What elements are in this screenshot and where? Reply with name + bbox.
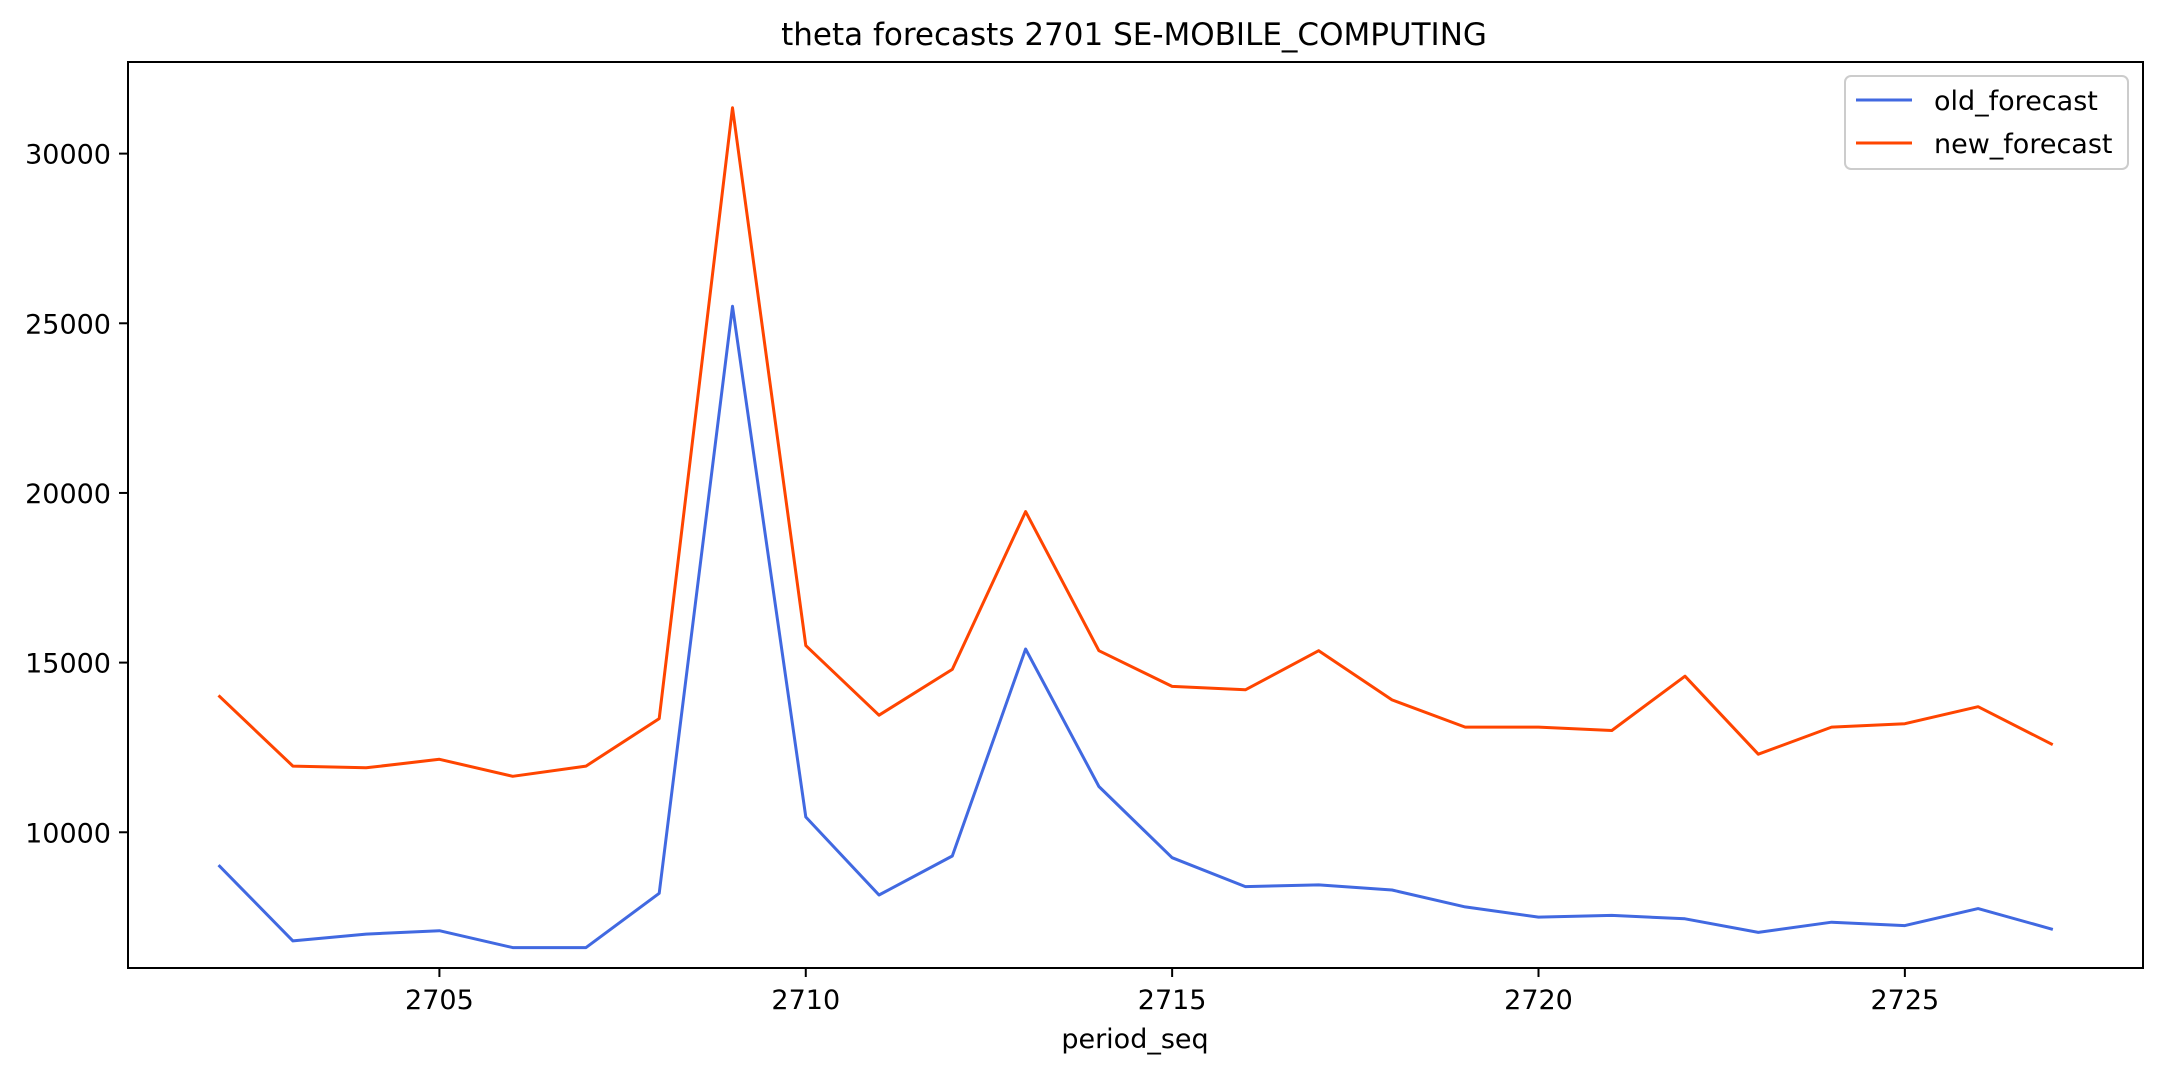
y-tick-label: 15000 — [25, 649, 111, 680]
y-tick-label: 25000 — [25, 309, 111, 340]
y-axis: 10000 15000 20000 25000 30000 — [25, 140, 128, 849]
y-tick-label: 20000 — [25, 479, 111, 510]
x-tick-label: 2725 — [1871, 985, 1940, 1016]
x-tick-label: 2705 — [405, 985, 474, 1016]
legend-label-new_forecast: new_forecast — [1934, 129, 2113, 160]
x-axis-label: period_seq — [1061, 1024, 1208, 1055]
legend-box — [1844, 75, 2129, 170]
x-tick-label: 2710 — [771, 985, 840, 1016]
plot-lines — [217, 106, 2054, 950]
y-tick-label: 10000 — [25, 818, 111, 849]
x-tick-label: 2715 — [1138, 985, 1207, 1016]
plot-frame — [127, 61, 2144, 969]
x-tick-label: 2720 — [1504, 985, 1573, 1016]
y-tick-label: 30000 — [25, 140, 111, 171]
chart-title: theta forecasts 2701 SE-MOBILE_COMPUTING — [781, 17, 1487, 53]
series-line-old_forecast — [217, 304, 2054, 950]
series-line-new_forecast — [217, 106, 2054, 778]
legend: old_forecast new_forecast — [1844, 75, 2129, 170]
x-axis: 2705 2710 2715 2720 2725 — [405, 968, 1939, 1016]
legend-label-old_forecast: old_forecast — [1934, 86, 2098, 117]
